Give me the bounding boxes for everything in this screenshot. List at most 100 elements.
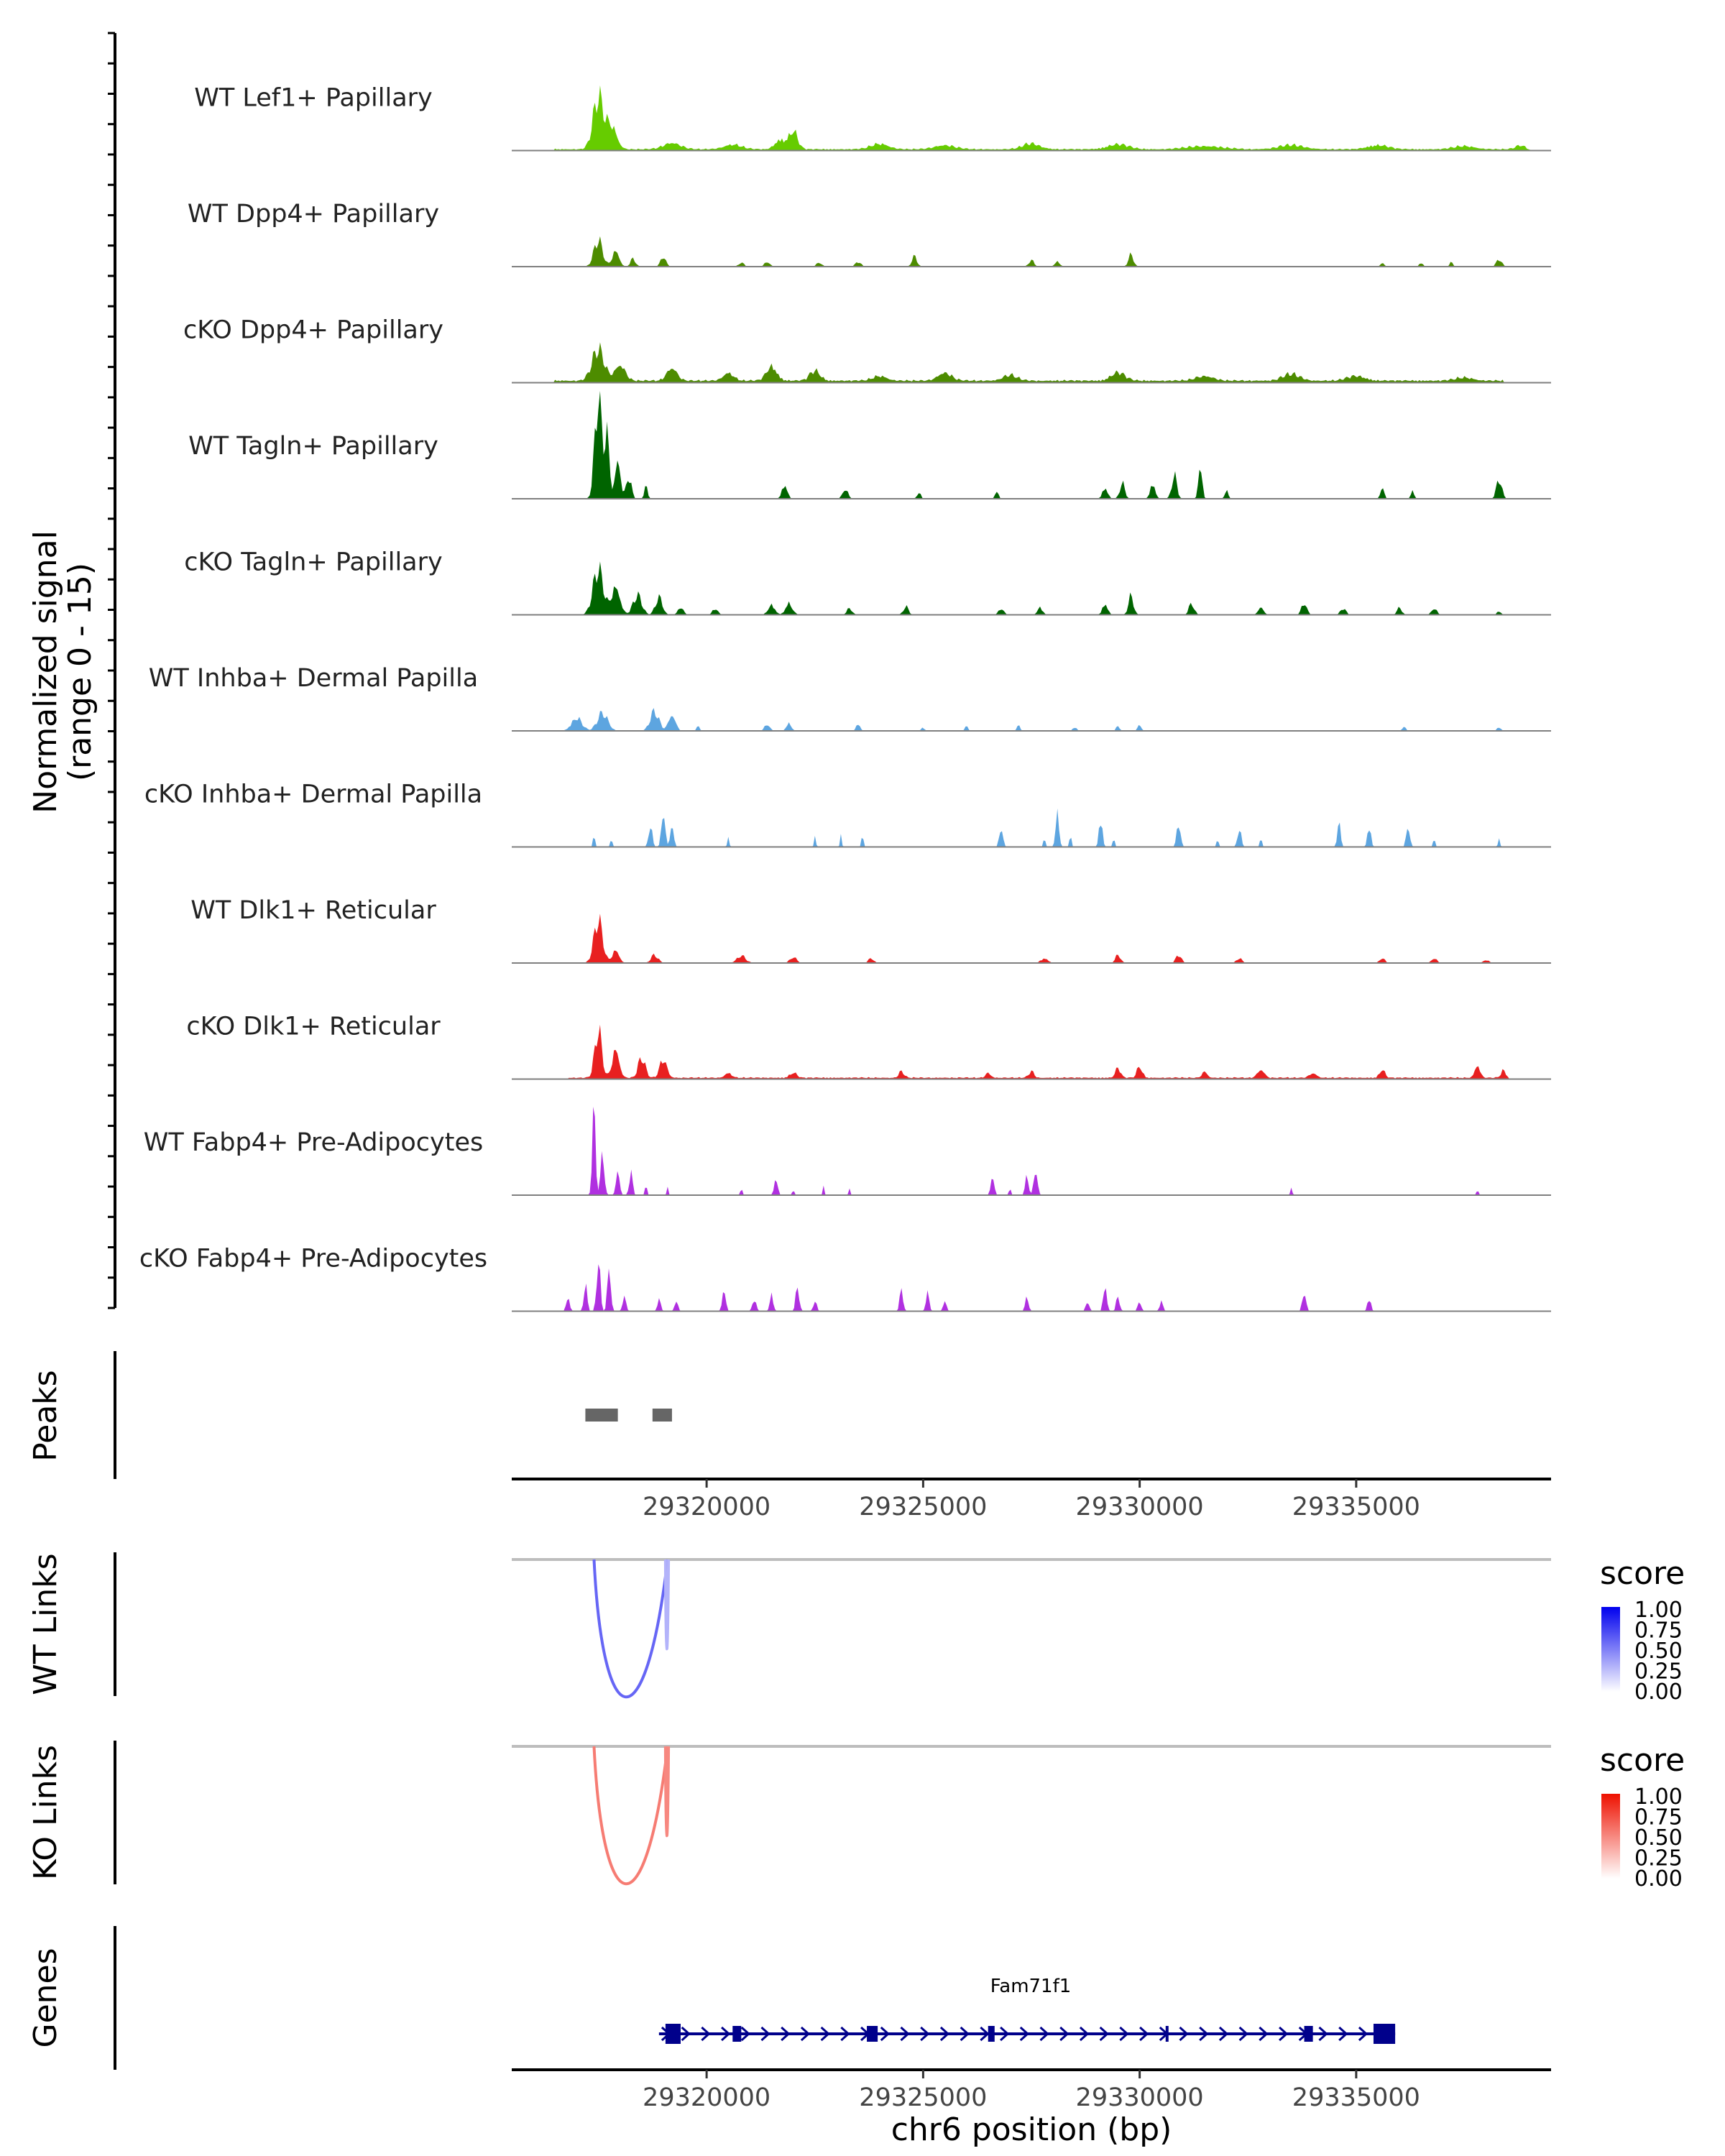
peaks-label: Peaks [27,1370,64,1461]
legend-tick-label: 0.75 [1634,1805,1683,1830]
coverage-track: cKO Fabp4+ Pre-Adipocytes [139,1245,1551,1312]
strand-arrow [701,2026,711,2042]
x-tick-label: 29325000 [859,1493,987,1521]
exon [1304,2026,1313,2042]
x-axis-bottom: 29320000 29325000 29330000 29335000 [643,2070,1420,2112]
strand-arrow [1000,2026,1010,2042]
legend-tick-label: 0.00 [1634,1866,1683,1892]
x-tick-label: 29325000 [859,2083,987,2112]
strand-arrow [1279,2026,1289,2042]
coverage-signal [512,236,1551,267]
coverage-signal [512,85,1551,151]
legend-tick-label: 0.50 [1634,1639,1683,1664]
track-label: cKO Inhba+ Dermal Papilla [144,780,482,809]
coverage-tracks: WT Lef1+ Papillary WT Dpp4+ Papillary cKO … [139,84,1551,1312]
coverage-track: cKO Inhba+ Dermal Papilla [144,780,1551,848]
coverage-y-ticks [108,32,115,1309]
strand-arrow [1318,2026,1328,2042]
strand-arrow [1179,2026,1189,2042]
strand-arrow [740,2026,750,2042]
coverage-track: cKO Dlk1+ Reticular [186,1013,1551,1080]
legend-colorbar [1601,1794,1620,1879]
wt-score-legend: score 1.000.750.500.250.00 [1600,1555,1685,1705]
strand-arrow [681,2026,691,2042]
legend-tick-label: 0.00 [1634,1680,1683,1705]
strand-arrow [721,2026,731,2042]
x-tick-label: 29320000 [643,2083,770,2112]
x-tick-label: 29335000 [1292,1493,1420,1521]
link-arc [663,1559,671,1651]
genes-panel: Genes Fam71f1 29320000 29325000 29330000 29… [27,1926,1551,2148]
legend-tick-label: 0.75 [1634,1618,1683,1644]
exon [732,2026,742,2042]
strand-arrow [1079,2026,1090,2042]
track-label: cKO Dlk1+ Reticular [186,1013,441,1041]
coverage-signal [512,1264,1551,1312]
x-tick-label: 29330000 [1076,1493,1204,1521]
link-arc [663,1746,671,1838]
coverage-track: WT Lef1+ Papillary [194,84,1551,152]
exon [988,2026,995,2042]
coverage-signal [512,1024,1551,1079]
track-label: cKO Dpp4+ Papillary [183,316,443,345]
ko-legend-title: score [1600,1742,1685,1779]
coverage-signal [512,913,1551,963]
track-label: WT Dlk1+ Reticular [190,896,436,925]
strand-arrow [1238,2026,1248,2042]
coverage-y-label-line1: Normalized signal [27,530,64,814]
strand-arrow [1139,2026,1149,2042]
legend-tick-label: 0.25 [1634,1659,1683,1685]
legend-tick-label: 1.00 [1634,1784,1683,1810]
coverage-signal [512,391,1551,499]
strand-arrow [1358,2026,1368,2042]
strand-arrow [1059,2026,1070,2042]
wt-links-label: WT Links [27,1553,64,1695]
track-label: WT Tagln+ Papillary [188,432,438,461]
strand-arrow [900,2026,910,2042]
ko-links-panel: KO Links score 1.000.750.500.250.00 [27,1741,1685,1892]
strand-arrow [980,2026,990,2042]
gene-name-label: Fam71f1 [990,1976,1072,1997]
gene-model [658,2024,1396,2044]
legend-tick-label: 1.00 [1634,1598,1683,1623]
strand-arrow [1019,2026,1030,2042]
peak-regions [585,1409,672,1422]
coverage-track: WT Dpp4+ Papillary [188,200,1551,267]
x-tick-label: 29330000 [1076,2083,1204,2112]
strand-arrow [1199,2026,1209,2042]
track-label: WT Inhba+ Dermal Papilla [149,664,478,693]
track-label: cKO Fabp4+ Pre-Adipocytes [139,1245,487,1273]
coverage-track: cKO Tagln+ Papillary [184,548,1551,616]
genes-label: Genes [27,1948,64,2047]
strand-arrow [840,2026,850,2042]
strand-arrow [960,2026,970,2042]
track-label: WT Fabp4+ Pre-Adipocytes [144,1128,483,1157]
peaks-panel: Peaks 29320000 29325000 29330000 29335000 [27,1351,1551,1521]
strand-arrow [800,2026,811,2042]
ko-link-arcs [592,1746,671,1886]
strand-arrow [939,2026,950,2042]
strand-arrow [1218,2026,1229,2042]
link-arc [592,1559,669,1699]
peak-region [652,1409,672,1422]
wt-link-arcs [592,1559,671,1699]
link-arc [592,1746,669,1886]
track-label: cKO Tagln+ Papillary [184,548,443,577]
coverage-track: WT Dlk1+ Reticular [190,896,1551,964]
coverage-signal [512,1106,1551,1195]
exon [1165,2026,1169,2042]
peak-region [585,1409,618,1422]
ko-score-legend: score 1.000.750.500.250.00 [1600,1742,1685,1892]
exon [867,2026,878,2042]
x-tick-label: 29335000 [1292,2083,1420,2112]
ko-links-label: KO Links [27,1745,64,1880]
coverage-signal [512,561,1551,615]
coverage-track: cKO Dpp4+ Papillary [183,316,1551,384]
coverage-track: WT Inhba+ Dermal Papilla [149,664,1551,732]
strand-arrow [1338,2026,1348,2042]
exon [1373,2024,1396,2044]
x-axis-title: chr6 position (bp) [891,2111,1172,2148]
coverage-signal [512,342,1551,383]
x-tick-label: 29320000 [643,1493,770,1521]
